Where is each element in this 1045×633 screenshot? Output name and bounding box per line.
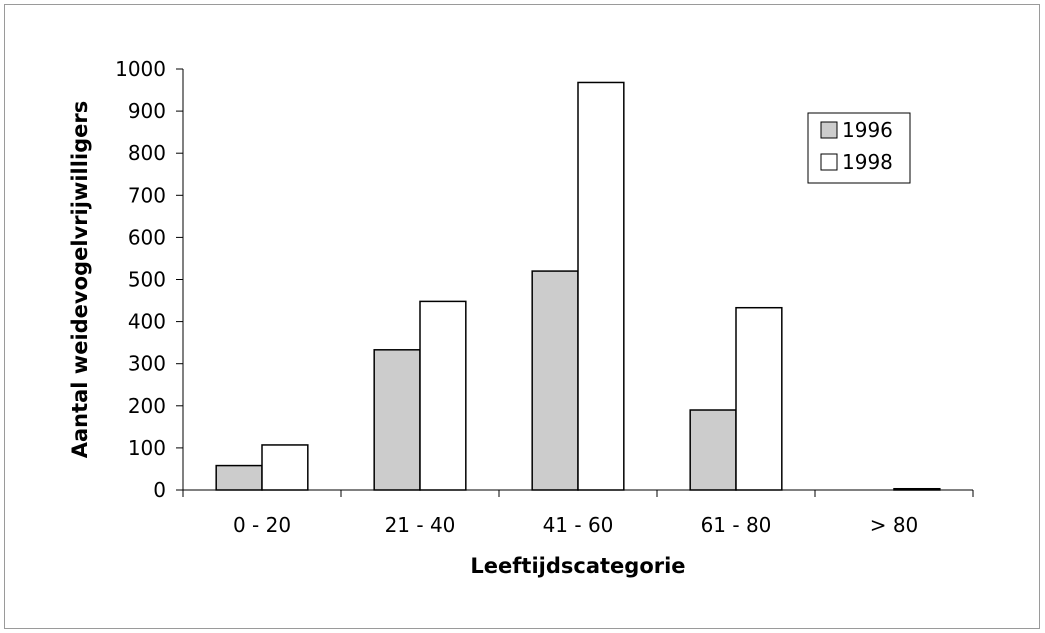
- y-tick-label: 300: [128, 352, 166, 376]
- bar-1998-2: [577, 81, 625, 491]
- legend: 1996 1998: [807, 112, 911, 184]
- bar-1998-1: [419, 300, 467, 491]
- y-tick-label: 800: [128, 141, 166, 165]
- y-tick-label: 900: [128, 99, 166, 123]
- y-axis-title: Aantal weidevogelvrijwilligers: [68, 101, 92, 459]
- bar-1996-0: [215, 464, 263, 491]
- bars: [215, 81, 941, 491]
- x-axis-title: Leeftijdscategorie: [470, 554, 685, 578]
- y-tick-label: 700: [128, 183, 166, 207]
- y-tick-label: 1000: [115, 57, 166, 81]
- y-tick-label: 400: [128, 310, 166, 334]
- x-tick-label: 41 - 60: [543, 513, 614, 537]
- bar-1996-1: [373, 349, 421, 491]
- legend-label-1998: 1998: [842, 150, 893, 174]
- x-axis: 0 - 20 21 - 40 41 - 60 61 - 80 > 80: [182, 489, 974, 537]
- legend-swatch-1998: [820, 153, 838, 171]
- y-tick-label: 200: [128, 394, 166, 418]
- chart-frame: [4, 4, 1040, 629]
- x-tick-label: 61 - 80: [701, 513, 772, 537]
- bar-1998-4: [893, 487, 941, 491]
- y-tick-label: 0: [153, 478, 166, 502]
- y-tick-label: 100: [128, 436, 166, 460]
- x-tick-label: 21 - 40: [385, 513, 456, 537]
- legend-label-1996: 1996: [842, 118, 893, 142]
- y-tick-label: 500: [128, 268, 166, 292]
- y-tick-label: 600: [128, 225, 166, 249]
- bar-1998-0: [261, 444, 309, 491]
- x-tick-label: > 80: [870, 513, 919, 537]
- bar-1996-2: [531, 270, 579, 491]
- y-axis: 0 100 200 300 400 500 600 700 800 900 1000: [115, 57, 184, 502]
- bar-1998-3: [735, 306, 783, 491]
- x-tick-label: 0 - 20: [233, 513, 291, 537]
- bar-1996-3: [689, 409, 737, 491]
- legend-swatch-1996: [820, 121, 838, 139]
